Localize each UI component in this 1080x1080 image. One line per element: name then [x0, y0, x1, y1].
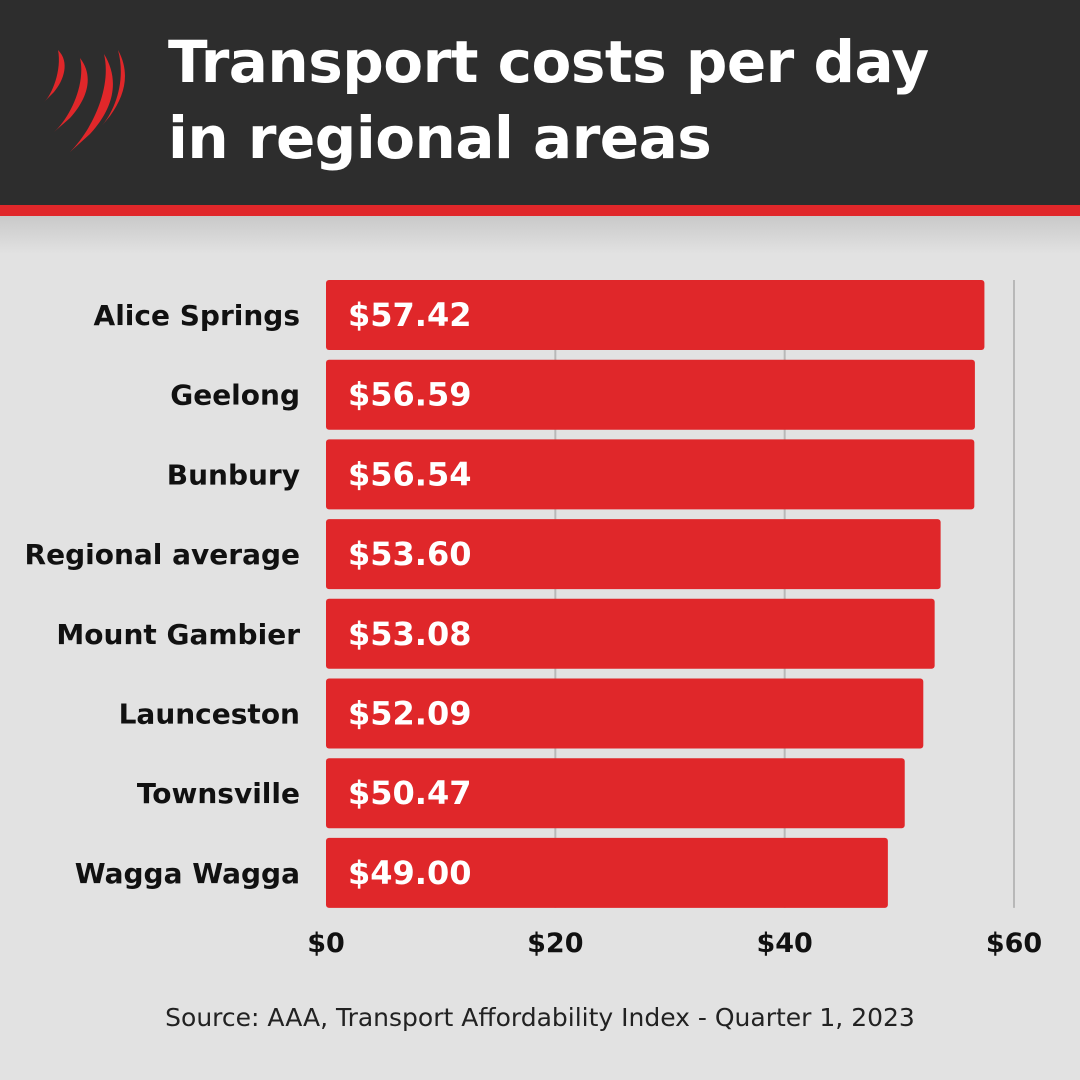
bar-value-label: $57.42 — [348, 296, 471, 334]
category-label: Launceston — [119, 698, 300, 731]
bars: $57.42 $56.59 $56.54 $53.60 $53.08 $52.09 $50.… — [326, 280, 985, 908]
category-label: Alice Springs — [94, 299, 300, 332]
bar-chart: $57.42 $56.59 $56.54 $53.60 $53.08 $52.09 $50.… — [25, 280, 1042, 959]
category-label: Mount Gambier — [56, 618, 300, 651]
logo-stripe-2 — [54, 58, 88, 132]
bar-value-label: $53.08 — [348, 615, 471, 653]
bar — [326, 678, 924, 749]
bar — [326, 598, 935, 669]
x-tick-label: $0 — [307, 928, 345, 959]
sbs-logo-icon — [40, 40, 130, 160]
bar-value-label: $53.60 — [348, 535, 471, 573]
bar-value-label: $56.54 — [348, 455, 471, 493]
bar-value-label: $49.00 — [348, 854, 471, 892]
category-label: Townsville — [137, 777, 300, 810]
logo-stripe-3 — [70, 54, 113, 152]
x-tick-label: $20 — [527, 928, 583, 959]
logo-stripe-1 — [44, 50, 65, 102]
category-labels: Alice Springs Geelong Bunbury Regional aver… — [25, 299, 301, 890]
bar — [326, 837, 888, 908]
bar — [326, 519, 941, 590]
x-tick-label: $60 — [986, 928, 1042, 959]
category-label: Wagga Wagga — [75, 857, 300, 890]
logo-stripe-4 — [100, 50, 125, 128]
chart-title-line-1: Transport costs per day — [168, 28, 929, 96]
x-axis-ticks: $0 $20 $40 $60 — [307, 928, 1042, 959]
header-shadow — [0, 216, 1080, 254]
header-bar — [0, 0, 1080, 205]
chart-title-line-2: in regional areas — [168, 104, 712, 172]
bar-value-label: $56.59 — [348, 376, 471, 414]
sbs-logo-svg — [44, 50, 125, 152]
category-label: Regional average — [25, 538, 300, 571]
bar — [326, 359, 975, 430]
category-label: Bunbury — [167, 458, 300, 491]
header-accent-rule — [0, 205, 1080, 216]
bar-value-label: $50.47 — [348, 774, 471, 812]
category-label: Geelong — [170, 379, 300, 412]
source-note: Source: AAA, Transport Affordability Ind… — [165, 1003, 915, 1032]
bar — [326, 280, 985, 350]
bar — [326, 758, 905, 829]
x-tick-label: $40 — [756, 928, 812, 959]
chart-title: Transport costs per day in regional area… — [168, 24, 1048, 176]
bar-value-label: $52.09 — [348, 695, 471, 733]
bar — [326, 439, 975, 510]
